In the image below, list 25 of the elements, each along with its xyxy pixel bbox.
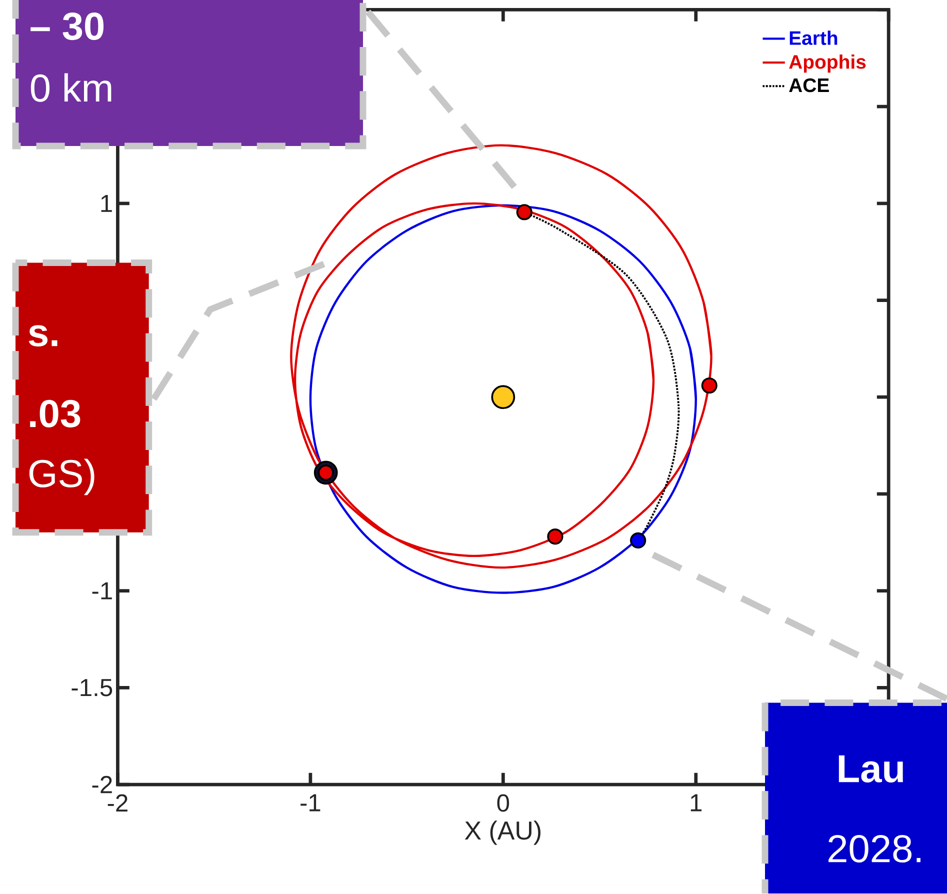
y-tick-label: -1.5 (72, 679, 112, 697)
legend-label: Earth (790, 30, 838, 46)
point (701, 378, 718, 394)
point (630, 532, 646, 549)
x-axis-title: X (AU) (464, 820, 540, 846)
legend-label: Apophis (789, 54, 866, 73)
point (547, 528, 564, 545)
y-tick-label: -1 (92, 582, 112, 600)
text: 2028. (828, 835, 920, 863)
text: .03 (30, 400, 80, 428)
annotation: Lau (838, 756, 903, 783)
point (516, 204, 532, 220)
text: – 30 (30, 12, 104, 40)
x-tick-label: 0 (497, 794, 510, 812)
point (491, 385, 516, 410)
x-tick-label: 1 (690, 794, 702, 812)
line-series (309, 204, 697, 594)
legend-label: ACE (789, 78, 829, 92)
text: s. (28, 325, 58, 347)
text: 0 km (30, 74, 112, 102)
y-tick-label: 1 (101, 195, 112, 212)
y-tick-label: -2 (92, 776, 112, 794)
x-tick-label: -2 (108, 794, 128, 812)
x-tick-label: -1 (300, 794, 320, 812)
text: GS) (29, 459, 94, 496)
